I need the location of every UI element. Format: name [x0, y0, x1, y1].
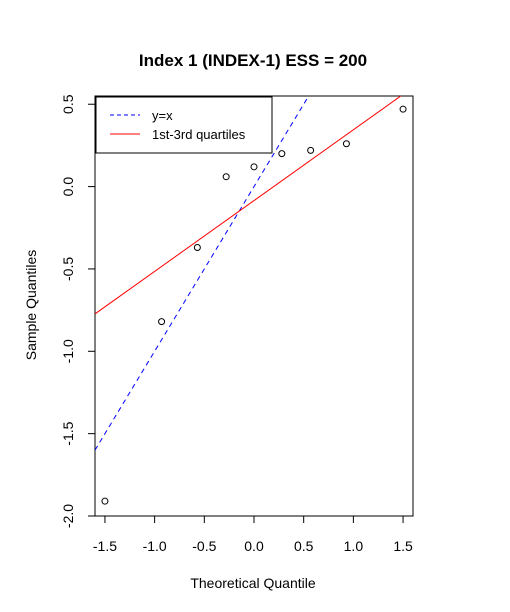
reference-lines — [95, 96, 402, 451]
data-point — [307, 146, 315, 154]
y-tick-label: -0.5 — [60, 257, 76, 281]
x-tick-label: -0.5 — [192, 538, 216, 554]
x-tick-label: 1.0 — [344, 538, 364, 554]
data-point — [342, 140, 350, 148]
x-tick-label: 0.0 — [244, 538, 264, 554]
data-point — [399, 105, 407, 113]
x-tick-label: 1.5 — [393, 538, 413, 554]
data-point — [158, 318, 166, 326]
data-point — [101, 497, 109, 505]
y-tick-label: 0.5 — [60, 94, 76, 114]
y-axis-title: Sample Quantiles — [23, 250, 39, 361]
data-point — [193, 244, 201, 252]
x-tick-label: -1.5 — [93, 538, 117, 554]
x-axis-title: Theoretical Quantile — [190, 575, 316, 591]
legend-label: y=x — [152, 108, 173, 123]
x-tick-label: -1.0 — [143, 538, 167, 554]
x-tick-label: 0.5 — [294, 538, 314, 554]
legend-label: 1st-3rd quartiles — [152, 127, 246, 142]
legend: y=x 1st-3rd quartiles — [95, 96, 273, 154]
y-tick-label: -1.0 — [60, 339, 76, 363]
quartile-line — [95, 96, 402, 315]
data-point — [278, 150, 286, 158]
plot-frame — [94, 95, 414, 517]
y-tick-label: 0.0 — [60, 177, 76, 197]
data-point — [222, 173, 230, 181]
chart-title: Index 1 (INDEX-1) ESS = 200 — [139, 51, 367, 70]
data-point — [250, 163, 258, 171]
identity-line — [95, 96, 310, 451]
plot-layer: -1.5 -1.0 -0.5 0.0 0.5 1.0 1.5 -2.0 -1.5 -1.0 -0.5… — [60, 94, 414, 554]
legend-box — [95, 96, 273, 154]
y-tick-label: -2.0 — [60, 504, 76, 528]
y-tick-label: -1.5 — [60, 421, 76, 445]
